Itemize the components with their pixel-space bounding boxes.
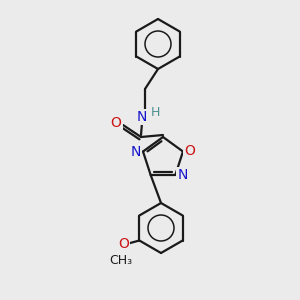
- Text: H: H: [150, 106, 160, 119]
- Text: O: O: [111, 116, 122, 130]
- Text: N: N: [137, 110, 147, 124]
- Text: N: N: [131, 145, 141, 158]
- Text: CH₃: CH₃: [109, 254, 132, 267]
- Text: O: O: [184, 143, 195, 158]
- Text: O: O: [118, 238, 129, 251]
- Text: N: N: [177, 168, 188, 182]
